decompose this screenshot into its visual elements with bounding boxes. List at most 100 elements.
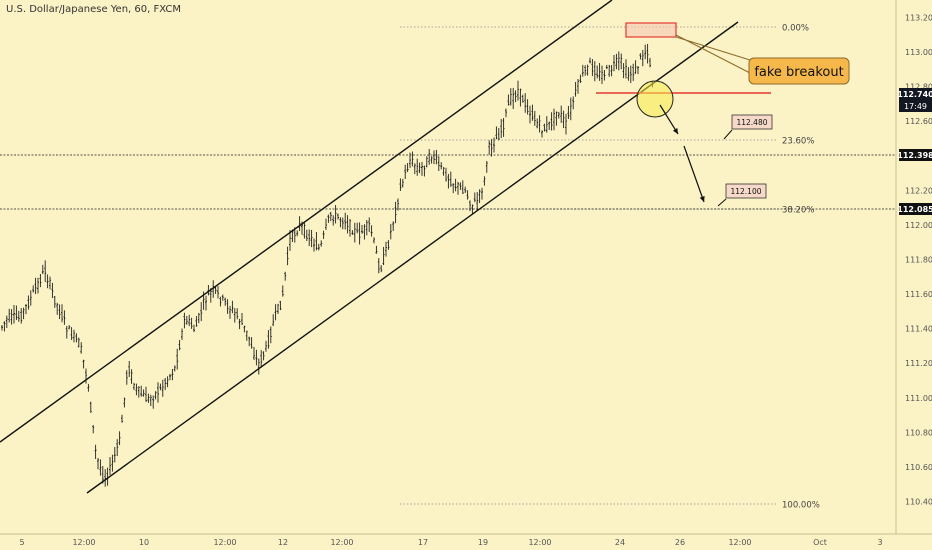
price-bar bbox=[44, 260, 47, 283]
price-bar bbox=[500, 119, 503, 138]
price-bar bbox=[178, 339, 181, 351]
price-bar bbox=[253, 347, 255, 360]
price-bar bbox=[358, 222, 361, 245]
price-bar bbox=[577, 78, 579, 94]
price-bar bbox=[257, 358, 260, 375]
price-bar bbox=[298, 216, 301, 232]
price-bar bbox=[565, 113, 567, 135]
price-bar bbox=[466, 190, 469, 200]
target-label-box bbox=[731, 114, 773, 130]
price-bar bbox=[562, 110, 565, 129]
price-bar bbox=[70, 327, 73, 340]
price-bar bbox=[68, 325, 71, 330]
price-bar bbox=[41, 264, 44, 275]
price-bar bbox=[531, 104, 534, 121]
y-tick-label: 111.000 bbox=[905, 394, 932, 403]
price-bar bbox=[476, 191, 479, 212]
price-bar bbox=[327, 214, 330, 223]
price-bar bbox=[248, 336, 251, 347]
price-bar bbox=[485, 160, 488, 173]
price-bar bbox=[255, 349, 258, 366]
price-bar bbox=[349, 219, 351, 237]
price-bar bbox=[615, 53, 618, 70]
price-bar bbox=[195, 316, 198, 327]
price-bar bbox=[73, 329, 75, 343]
price-bar bbox=[152, 395, 155, 409]
price-bar bbox=[346, 215, 349, 234]
price-bar bbox=[416, 158, 419, 176]
price-bar bbox=[82, 359, 85, 369]
y-tick-label: 111.600 bbox=[905, 290, 932, 299]
price-bar bbox=[284, 271, 287, 281]
price-bar bbox=[238, 318, 241, 330]
price-bar bbox=[454, 178, 457, 192]
price-bar bbox=[459, 182, 462, 190]
price-bar bbox=[473, 192, 476, 203]
price-bar bbox=[608, 64, 611, 77]
price-bar bbox=[406, 163, 409, 172]
price-bar bbox=[601, 65, 603, 84]
level-tag-bg bbox=[899, 203, 932, 215]
price-bar bbox=[517, 80, 519, 101]
countdown-tag-text: 17:49 bbox=[904, 102, 927, 111]
price-bar bbox=[591, 59, 594, 77]
price-bar bbox=[533, 110, 536, 126]
price-bar bbox=[94, 444, 97, 459]
price-bar bbox=[224, 297, 227, 306]
price-bar bbox=[437, 156, 440, 171]
price-bar bbox=[435, 149, 438, 165]
price-bar bbox=[325, 218, 327, 230]
price-bar bbox=[243, 325, 246, 333]
price-bar bbox=[461, 180, 464, 195]
price-bar bbox=[116, 439, 119, 457]
price-bar bbox=[101, 466, 104, 484]
price-bar bbox=[425, 156, 428, 168]
price-bar bbox=[226, 299, 229, 314]
y-tick-label: 111.200 bbox=[905, 359, 932, 368]
price-bar bbox=[305, 229, 308, 242]
price-bar bbox=[365, 220, 368, 236]
price-bar bbox=[569, 97, 572, 121]
price-bar bbox=[471, 204, 474, 214]
price-bar bbox=[368, 217, 371, 232]
price-bar bbox=[20, 307, 23, 324]
price-bar bbox=[322, 230, 325, 239]
price-bar bbox=[265, 340, 267, 352]
price-bar bbox=[46, 274, 49, 289]
price-bar bbox=[548, 121, 551, 130]
price-bar bbox=[13, 304, 15, 324]
price-bar bbox=[646, 43, 649, 64]
x-tick-label: 17 bbox=[418, 538, 428, 547]
price-bar bbox=[80, 342, 83, 354]
price-bar bbox=[488, 140, 491, 155]
price-bar bbox=[334, 205, 337, 224]
y-tick-label: 113.200 bbox=[905, 14, 932, 23]
price-bar bbox=[361, 224, 363, 234]
price-bar bbox=[25, 304, 27, 315]
price-bar bbox=[617, 51, 620, 71]
price-bar bbox=[17, 310, 20, 322]
price-bar bbox=[589, 57, 591, 64]
price-bar bbox=[61, 304, 63, 323]
price-bar bbox=[123, 397, 126, 408]
price-bar bbox=[267, 330, 270, 349]
price-bar bbox=[363, 224, 366, 240]
price-bar bbox=[596, 65, 599, 79]
price-bar bbox=[447, 173, 450, 189]
fib-level-label: 0.00% bbox=[782, 24, 809, 34]
price-bar bbox=[176, 348, 179, 370]
price-bar bbox=[344, 212, 347, 230]
price-bar bbox=[375, 245, 378, 254]
projection-arrowhead bbox=[699, 196, 705, 202]
price-bar bbox=[5, 315, 8, 328]
price-bar bbox=[452, 183, 455, 194]
price-bar bbox=[505, 108, 507, 118]
price-bar bbox=[233, 308, 236, 323]
price-bar bbox=[296, 230, 299, 237]
price-bar bbox=[397, 198, 399, 211]
price-bar bbox=[332, 215, 335, 226]
price-bar bbox=[545, 116, 548, 133]
price-bar bbox=[15, 305, 18, 320]
price-bar bbox=[469, 200, 471, 212]
